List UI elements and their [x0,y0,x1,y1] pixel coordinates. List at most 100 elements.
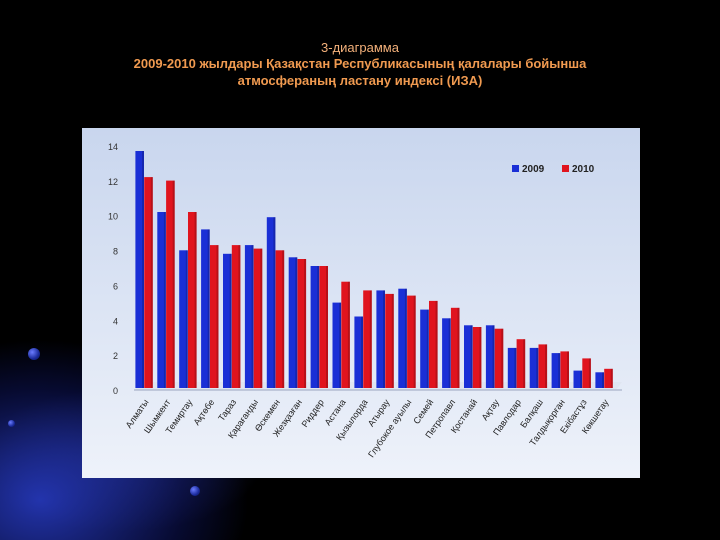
bar-2010-8 [319,266,328,388]
bar-shade-2010-10 [369,290,372,388]
bar-shade-2009-5 [251,245,254,388]
bar-shade-2010-0 [150,177,153,388]
bar-2009-15 [464,325,473,388]
bar-shade-2009-16 [492,325,495,388]
bar-shade-2010-1 [172,180,175,388]
bar-2010-1 [166,180,175,388]
bar-shade-2009-2 [185,250,188,388]
bar-2010-12 [407,295,416,388]
bar-shade-2009-8 [317,266,320,388]
bar-2010-15 [472,327,482,388]
bar-shade-2010-16 [501,328,504,388]
bar-2009-13 [420,309,429,388]
bar-2010-16 [494,328,504,388]
bar-shade-2009-12 [404,288,407,388]
bar-shade-2009-18 [536,347,539,388]
bar-2010-7 [297,259,307,388]
bar-shade-2010-2 [194,212,197,388]
decorative-bubble [8,420,15,427]
bar-shade-2010-7 [304,259,307,388]
y-tick-label: 10 [108,212,118,222]
bar-2009-0 [135,151,144,388]
bar-shade-2010-18 [545,344,548,388]
bar-2009-3 [201,229,210,388]
bar-shade-2009-7 [295,257,298,388]
bar-shade-2009-9 [339,302,342,388]
bar-shade-2010-19 [567,351,569,388]
figure-label: 3-диаграмма [321,40,399,55]
bar-shade-2010-15 [479,327,482,388]
bar-shade-2010-6 [282,250,285,388]
bar-shade-2009-19 [558,353,561,388]
bar-2009-4 [223,253,232,388]
bar-shade-2010-14 [457,307,460,388]
y-tick-label: 14 [108,142,118,152]
bar-2009-19 [551,353,561,388]
bar-2009-14 [442,318,451,388]
bar-shade-2009-10 [361,316,363,388]
bar-2009-18 [529,347,539,388]
legend-label-2009: 2009 [522,164,545,175]
bar-shade-2010-3 [216,245,219,388]
legend-label-2010: 2010 [572,164,595,175]
bar-2009-6 [266,217,276,388]
bar-2010-14 [450,307,460,388]
bar-2009-11 [376,290,385,388]
bar-shade-2010-5 [260,248,263,388]
bar-shade-2010-21 [610,368,613,388]
bar-2010-3 [209,245,219,388]
bar-shade-2010-17 [523,339,526,388]
bar-shade-2010-20 [588,358,591,388]
y-tick-label: 2 [113,351,118,361]
bar-2010-20 [582,358,591,388]
y-tick-label: 12 [108,177,118,187]
bar-2009-2 [179,250,188,388]
bar-2010-21 [604,368,613,388]
slide-title-line-1: 2009-2010 жылдары Қазақстан Республикасы… [133,56,587,71]
bar-2009-20 [573,370,583,388]
bar-2009-1 [157,212,166,388]
decorative-bubble [190,486,200,496]
slide-title-block: 3-диаграмма 2009-2010 жылдары Қазақстан … [60,40,660,89]
bar-shade-2009-1 [163,212,166,388]
bar-2009-17 [507,347,517,388]
bar-shade-2009-13 [426,309,429,388]
bar-2010-19 [560,351,569,388]
bar-2009-5 [244,245,254,388]
bar-2010-4 [231,245,241,388]
bar-shade-2010-9 [347,281,350,388]
bar-shade-2009-14 [448,318,451,388]
bar-2009-16 [485,325,495,388]
bar-shade-2010-13 [435,300,438,388]
bar-2010-17 [516,339,526,388]
bar-2009-21 [595,372,604,388]
bar-shade-2010-4 [238,245,241,388]
y-tick-label: 8 [113,247,118,257]
bar-2010-18 [538,344,548,388]
bar-2010-6 [275,250,285,388]
bar-2009-7 [288,257,298,388]
y-tick-label: 0 [113,386,118,396]
y-tick-label: 4 [113,316,118,326]
bar-2010-13 [429,300,438,388]
bar-shade-2009-21 [602,372,604,388]
bar-2009-8 [310,266,320,388]
bar-shade-2009-4 [229,253,232,388]
y-tick-label: 6 [113,281,118,291]
bar-shade-2009-15 [470,325,473,388]
bar-shade-2010-12 [413,295,416,388]
legend-swatch-2009 [512,165,519,172]
bar-2010-0 [144,177,153,388]
bar-shade-2009-11 [383,290,385,388]
bar-2010-10 [363,290,372,388]
bar-shade-2010-8 [326,266,328,388]
bar-shade-2009-17 [514,347,517,388]
legend-swatch-2010 [562,165,569,172]
chart-panel: 0 2 4 6 8 10 12 14 Алматы Шымкент Темиртау Ақтөбе Т… [82,128,640,478]
plot-area-background [82,128,640,478]
bar-shade-2009-20 [580,370,583,388]
bar-2009-10 [354,316,363,388]
bar-shade-2009-0 [142,151,144,388]
bar-shade-2009-3 [207,229,210,388]
bar-2010-11 [385,293,394,388]
